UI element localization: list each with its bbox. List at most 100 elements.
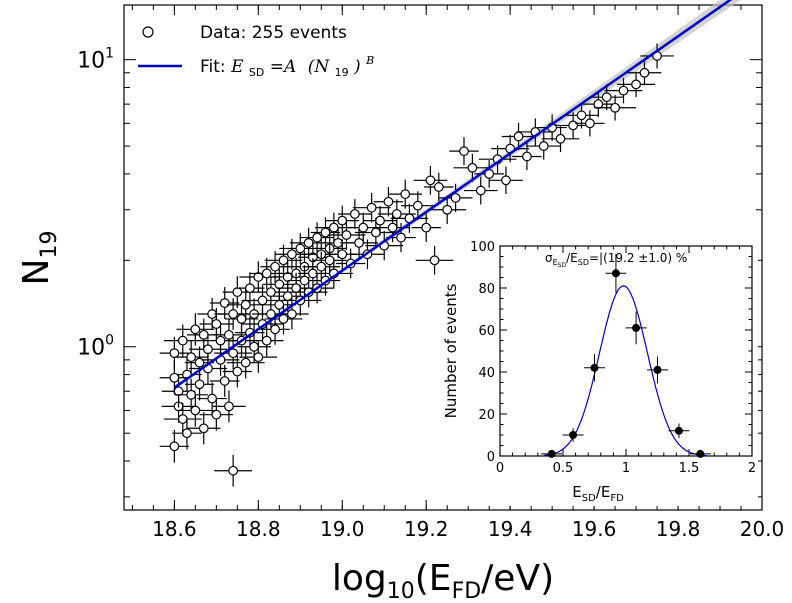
data-marker — [568, 120, 579, 131]
data-point — [210, 365, 240, 397]
x-axis-label-log: log — [332, 558, 387, 599]
data-point — [415, 246, 454, 275]
data-point — [176, 394, 215, 427]
inset-y-tick-label: 100 — [470, 240, 495, 255]
data-point — [199, 308, 234, 341]
data-point — [241, 284, 284, 317]
inset-annotation-sigma: σ — [545, 251, 553, 265]
inset-points — [541, 253, 711, 458]
data-point — [575, 110, 605, 137]
data-point — [252, 276, 290, 308]
x-tick-label: 18.8 — [236, 517, 281, 541]
legend-fit-label: Fit: E SD =A (N 19 ) B — [200, 54, 374, 81]
data-marker — [270, 324, 281, 335]
data-marker — [203, 344, 213, 355]
legend-data-marker — [142, 26, 154, 38]
x-tick-label: 19.8 — [656, 517, 701, 541]
data-marker — [576, 110, 587, 121]
data-marker — [370, 227, 381, 238]
data-point — [413, 165, 448, 195]
inset-y-tick-label: 40 — [478, 366, 495, 381]
data-point — [589, 84, 624, 111]
x-tick-label: 19.4 — [488, 517, 533, 541]
data-marker — [182, 428, 192, 439]
data-point — [373, 187, 404, 217]
inset-x-label-fd: FD — [610, 493, 624, 504]
x-axis-label-sub: 10 — [387, 579, 415, 603]
inset-x-tick-label: 1 — [622, 461, 630, 476]
x-tick-label: 20.0 — [740, 517, 785, 541]
data-point — [338, 199, 372, 229]
data-marker — [249, 341, 260, 352]
data-marker — [328, 222, 339, 233]
inset-x-tick-label: 1.5 — [679, 461, 700, 476]
x-axis-label-e: (E — [415, 558, 452, 599]
data-marker — [383, 196, 394, 207]
data-point — [222, 355, 253, 388]
legend: Data: 255 events Fit: E SD =A (N 19 ) B — [138, 23, 374, 81]
data-marker — [354, 237, 364, 248]
inset-annotation: σESD/ESD=|(19.2 ±1.0) % — [545, 251, 687, 269]
data-marker — [211, 319, 222, 329]
data-marker — [501, 175, 511, 186]
data-marker — [261, 335, 272, 346]
legend-fit-n: (N — [308, 57, 331, 77]
data-marker — [240, 299, 251, 310]
data-point — [424, 172, 454, 202]
inset-marker — [547, 449, 556, 458]
data-point — [298, 258, 328, 289]
data-point — [312, 245, 347, 276]
data-marker — [337, 249, 348, 260]
data-marker — [282, 291, 293, 302]
data-marker — [207, 393, 218, 404]
data-marker — [593, 99, 604, 110]
y-axis-label: N19 — [16, 231, 62, 286]
inset-point — [562, 428, 584, 442]
y-tick-exp: 1 — [105, 46, 114, 62]
inset-marker — [696, 449, 705, 458]
data-marker — [349, 209, 360, 219]
inset-point — [689, 449, 711, 458]
inset-y-tick-label: 60 — [478, 324, 495, 339]
data-marker — [228, 309, 239, 319]
data-point — [289, 227, 328, 259]
data-marker — [400, 189, 411, 200]
data-marker — [618, 85, 629, 96]
main-plot-frame — [123, 4, 763, 511]
data-marker — [396, 232, 406, 243]
data-point — [159, 361, 190, 395]
inset-marker — [611, 269, 620, 278]
data-point — [411, 213, 441, 242]
data-marker — [610, 102, 620, 113]
data-marker — [387, 222, 398, 233]
inset-gauss-curve — [544, 285, 707, 457]
data-marker — [228, 348, 239, 359]
data-point — [512, 142, 542, 171]
data-marker — [198, 423, 209, 434]
data-point — [363, 205, 397, 236]
y-tick-base: 10 — [77, 49, 105, 74]
data-marker — [224, 329, 234, 340]
data-point — [184, 368, 215, 401]
inset-point — [625, 311, 647, 345]
data-marker — [286, 309, 297, 319]
data-point — [526, 132, 561, 160]
data-point — [226, 289, 265, 321]
data-point — [453, 153, 492, 182]
inset-point — [668, 423, 690, 439]
data-marker — [316, 261, 327, 272]
data-marker — [228, 465, 239, 476]
data-marker — [585, 118, 595, 129]
data-marker — [169, 372, 180, 383]
inset-x-label-sd: SD — [582, 493, 596, 504]
inset-y-label: Number of events — [442, 283, 460, 418]
inset-x-tick-label: 0.5 — [553, 461, 574, 476]
data-marker — [475, 185, 486, 196]
legend-fit-e-sub: SD — [249, 66, 264, 79]
inset-y-tick-label: 80 — [478, 282, 495, 297]
data-marker — [236, 314, 247, 324]
data-point — [197, 382, 227, 415]
data-point — [489, 166, 523, 195]
